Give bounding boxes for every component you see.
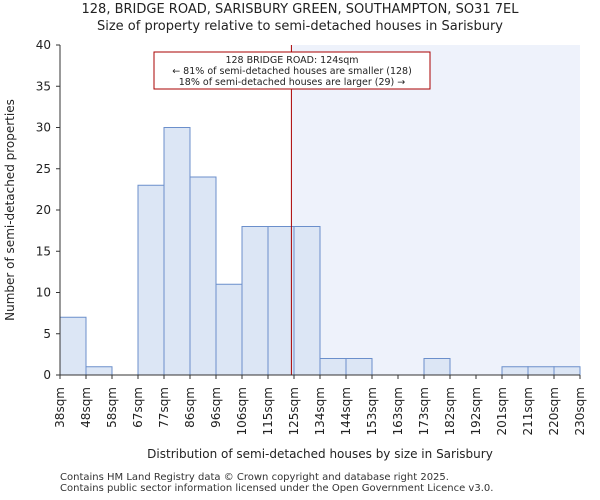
- y-tick-label: 15: [36, 244, 51, 258]
- x-tick-label: 211sqm: [521, 387, 535, 435]
- annotation-box: [153, 51, 431, 90]
- y-tick-label: 10: [36, 286, 51, 300]
- x-tick-label: 230sqm: [573, 387, 587, 435]
- x-tick-label: 48sqm: [79, 387, 93, 428]
- x-tick-label: 144sqm: [339, 387, 353, 435]
- x-tick-label: 192sqm: [469, 387, 483, 435]
- x-tick-label: 96sqm: [209, 387, 223, 428]
- x-tick-label: 153sqm: [365, 387, 379, 435]
- x-tick-label: 182sqm: [443, 387, 457, 435]
- x-tick-label: 58sqm: [105, 387, 119, 428]
- bar-220sqm: [553, 366, 581, 376]
- highlight-region: [291, 45, 580, 375]
- annotation-smaller: ← 81% of semi-detached houses are smalle…: [172, 66, 412, 77]
- footer-attribution: Contains HM Land Registry data © Crown c…: [60, 472, 493, 494]
- bar-115sqm: [267, 226, 295, 376]
- y-tick-label: 20: [36, 203, 51, 217]
- x-tick-label: 67sqm: [131, 387, 145, 428]
- bar-211sqm: [527, 366, 555, 376]
- x-tick-label: 163sqm: [391, 387, 405, 435]
- x-tick-label: 86sqm: [183, 387, 197, 428]
- bar-96sqm: [215, 283, 243, 376]
- bar-173sqm: [423, 358, 451, 376]
- annotation-title: 128 BRIDGE ROAD: 124sqm: [225, 55, 358, 66]
- x-tick-label: 220sqm: [547, 387, 561, 435]
- y-tick-label: 0: [43, 368, 51, 382]
- x-tick-label: 173sqm: [417, 387, 431, 435]
- y-tick-label: 5: [43, 327, 51, 341]
- footer-line-2: Contains public sector information licen…: [60, 483, 494, 494]
- x-tick-label: 38sqm: [53, 387, 67, 428]
- y-tick-label: 35: [36, 79, 51, 93]
- bar-106sqm: [241, 226, 269, 376]
- chart-title: 128, BRIDGE ROAD, SARISBURY GREEN, SOUTH…: [81, 2, 519, 17]
- x-tick-label: 77sqm: [157, 387, 171, 428]
- x-tick-label: 125sqm: [287, 387, 301, 435]
- chart-subtitle: Size of property relative to semi-detach…: [96, 19, 503, 34]
- bar-86sqm: [189, 176, 217, 376]
- bar-144sqm: [345, 358, 373, 376]
- y-tick-label: 40: [36, 38, 51, 52]
- footer-line-1: Contains HM Land Registry data © Crown c…: [60, 472, 449, 483]
- y-tick-label: 30: [36, 121, 51, 135]
- chart-title-block: 128, BRIDGE ROAD, SARISBURY GREEN, SOUTH…: [0, 0, 600, 35]
- bar-125sqm: [293, 226, 321, 376]
- x-tick-label: 201sqm: [495, 387, 509, 435]
- y-tick-label: 25: [36, 162, 51, 176]
- bar-67sqm: [137, 184, 165, 376]
- annotation-larger: 18% of semi-detached houses are larger (…: [179, 77, 406, 88]
- bar-77sqm: [163, 127, 191, 376]
- x-tick-label: 106sqm: [235, 387, 249, 435]
- bar-48sqm: [85, 366, 113, 376]
- bar-201sqm: [501, 366, 529, 376]
- bar-38sqm: [59, 316, 87, 376]
- x-tick-label: 134sqm: [313, 387, 327, 435]
- y-axis-label: Number of semi-detached properties: [3, 99, 17, 321]
- marker-annotation: 128 BRIDGE ROAD: 124sqm ← 81% of semi-de…: [153, 51, 431, 90]
- bar-134sqm: [319, 358, 347, 376]
- x-axis-label: Distribution of semi-detached houses by …: [147, 447, 493, 461]
- x-tick-label: 115sqm: [261, 387, 275, 435]
